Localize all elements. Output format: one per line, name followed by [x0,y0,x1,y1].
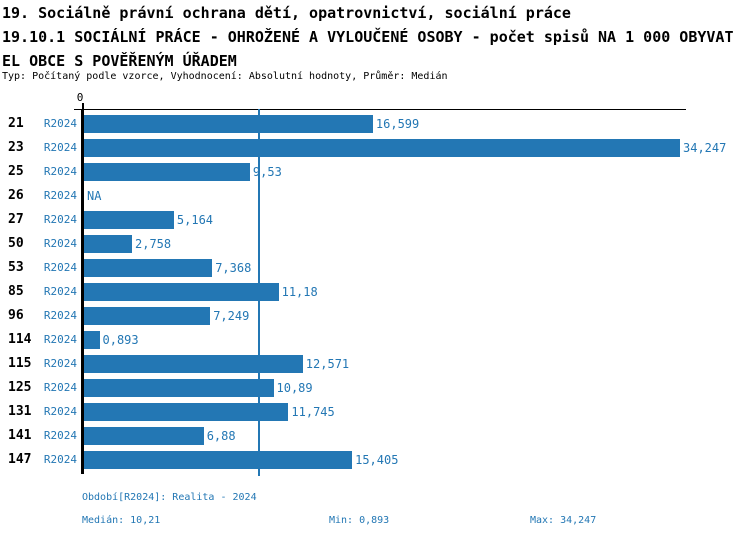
row-category-label: 115 [8,356,32,371]
row-series-label: R2024 [43,429,77,442]
bar [84,283,279,301]
row-category-label: 26 [8,188,24,203]
bar [84,331,100,349]
bar-value-label: 7,368 [215,261,252,275]
bar-value-label: 6,88 [206,429,236,443]
bar [84,211,174,229]
row-series-label: R2024 [43,261,77,274]
row-series-label: R2024 [43,213,77,226]
footer-max: Max: 34,247 [530,515,597,526]
bar-value-label: 9,53 [252,165,282,179]
bar-value-label: 5,164 [176,213,214,227]
row-series-label: R2024 [43,237,77,250]
bar [84,355,303,373]
row-category-label: 50 [8,236,24,251]
bar [84,259,213,277]
bar [84,427,204,445]
row-category-label: 27 [8,212,24,227]
row-category-label: 25 [8,164,24,179]
bar [84,451,353,469]
row-series-label: R2024 [43,453,77,466]
bar-value-label: 12,571 [305,357,350,371]
row-series-label: R2024 [43,285,77,298]
row-category-label: 85 [8,284,24,299]
row-category-label: 141 [8,428,32,443]
row-category-label: 96 [8,308,24,323]
x-axis-zero-tick-label: 0 [76,91,84,104]
row-category-label: 53 [8,260,24,275]
x-axis-zero-tick [82,103,84,109]
row-series-label: R2024 [43,333,77,346]
bar-value-label: 0,893 [102,333,139,347]
bar-value-label: 34,247 [683,141,727,155]
x-axis-line [74,109,686,110]
bar [84,115,373,133]
bar [84,139,680,157]
bar [84,403,289,421]
bar-value-label: 15,405 [355,453,399,467]
bar-value-label: 11,745 [291,405,335,419]
report-title-line3: EL OBCE S POVĚŘENÝM ÚŘADEM [2,52,237,70]
bar-value-label: 7,249 [213,309,250,323]
y-axis-line [81,109,84,474]
row-series-label: R2024 [43,357,77,370]
row-series-label: R2024 [43,189,77,202]
row-series-label: R2024 [43,141,77,154]
bar-value-label: 11,18 [281,285,318,299]
footer-median: Medián: 10,21 [82,515,161,526]
row-series-label: R2024 [43,381,77,394]
row-category-label: 23 [8,140,24,155]
row-category-label: 125 [8,380,32,395]
bar-value-label: 2,758 [135,237,172,251]
row-category-label: 147 [8,452,32,467]
bar-value-label: 16,599 [375,117,420,131]
bar-value-label: NA [87,189,102,203]
bar [84,379,274,397]
row-category-label: 21 [8,116,24,131]
bar [84,235,132,253]
report-title-line1: 19. Sociálně právní ochrana dětí, opatro… [2,4,571,22]
row-category-label: 114 [8,332,32,347]
report-subtitle: Typ: Počítaný podle vzorce, Vyhodnocení:… [2,71,448,82]
footer-min: Min: 0,893 [329,515,390,526]
bar-value-label: 10,89 [276,381,313,395]
bar [84,307,211,325]
row-series-label: R2024 [43,405,77,418]
row-series-label: R2024 [43,117,77,130]
row-category-label: 131 [8,404,32,419]
bar [84,163,250,181]
row-series-label: R2024 [43,165,77,178]
footer-period: Období[R2024]: Realita - 2024 [82,492,257,503]
report-title-line2: 19.10.1 SOCIÁLNÍ PRÁCE - OHROŽENÉ A VYLO… [2,28,734,46]
row-series-label: R2024 [43,309,77,322]
